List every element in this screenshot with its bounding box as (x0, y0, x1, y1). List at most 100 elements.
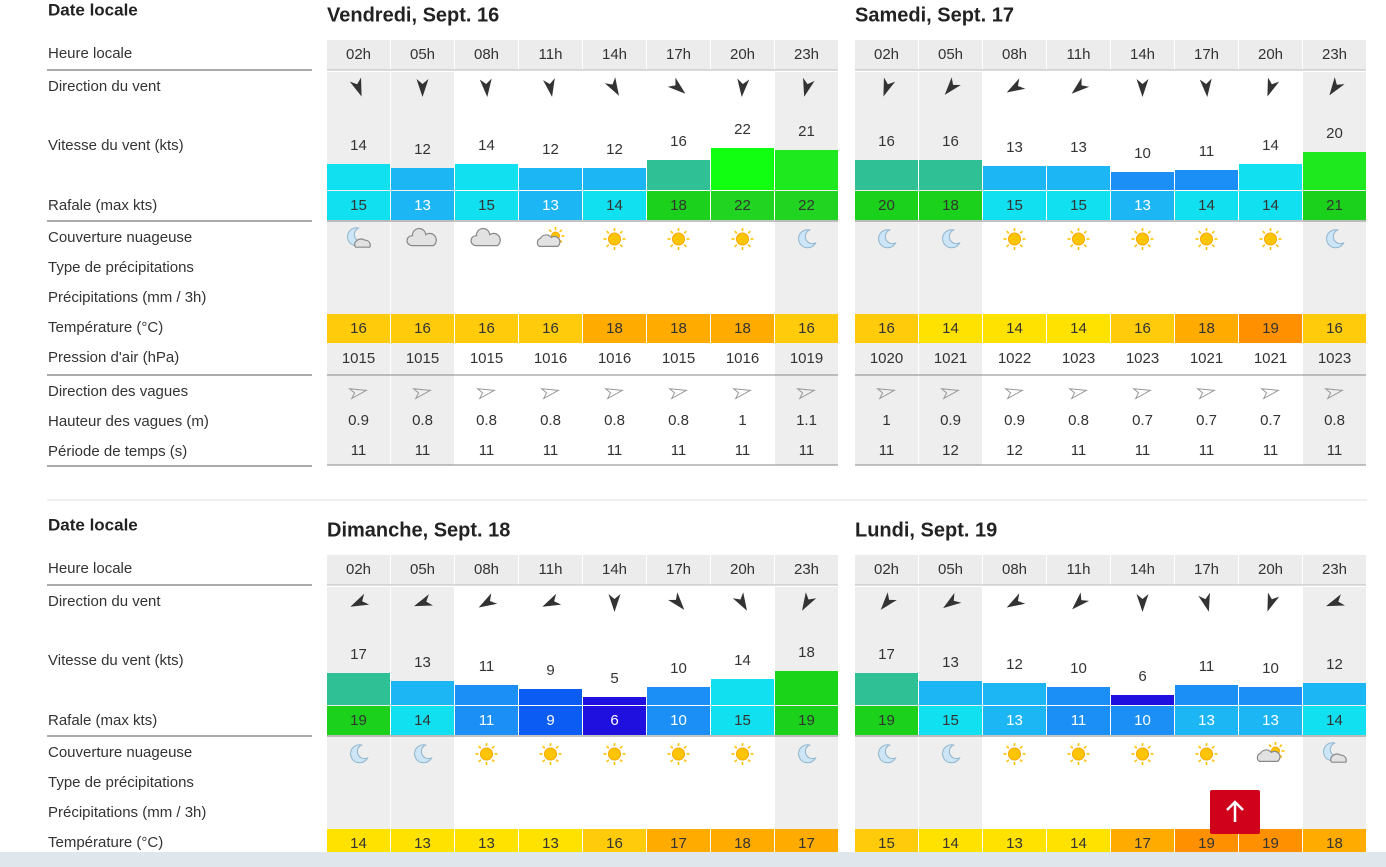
cloud-icon (1195, 228, 1218, 250)
hour-label: 17h (666, 46, 691, 63)
hour-label: 02h (346, 46, 371, 63)
wind-bar (455, 685, 518, 705)
wave-period: 11 (1135, 442, 1151, 459)
wind-speed: 16 (878, 133, 895, 150)
cloud (470, 227, 501, 247)
pressure: 1016 (598, 350, 631, 367)
sun-ray (619, 230, 623, 234)
temp-cell (327, 314, 390, 343)
wind-speed: 11 (479, 658, 495, 675)
wind-arrow (350, 593, 370, 607)
gust-cell (327, 191, 390, 220)
wind-arrow (1198, 592, 1210, 612)
temperature: 18 (734, 320, 751, 337)
wave-height: 0.8 (1324, 412, 1345, 429)
sun-ray (478, 745, 482, 749)
wind-bar (391, 168, 454, 190)
temp-cell (391, 314, 454, 343)
cloud-icon (1067, 743, 1090, 765)
gust-cell (1239, 191, 1302, 220)
cloud-icon (1323, 742, 1347, 763)
sun-ray (1198, 230, 1202, 234)
hour-cell (1175, 40, 1238, 70)
wind-bar (1175, 685, 1238, 705)
wind-bar (1239, 164, 1302, 190)
sun-ray (683, 230, 687, 234)
hour-cell (775, 555, 838, 585)
temp-cell (775, 314, 838, 343)
hour-label: 20h (730, 561, 755, 578)
gust-cell (919, 706, 982, 735)
wind-bar (855, 673, 918, 705)
wave-period: 11 (1263, 442, 1279, 459)
wind-bar (919, 681, 982, 705)
hour-cell (983, 555, 1046, 585)
gust-cell (919, 191, 982, 220)
wind-bar (855, 160, 918, 190)
gust-value: 15 (478, 197, 495, 214)
wind-speed: 11 (1199, 143, 1215, 160)
cloud-icon (350, 744, 369, 764)
gust-cell (391, 706, 454, 735)
hour-label: 11h (1067, 561, 1091, 578)
temp-cell (583, 314, 646, 343)
day-title: Vendredi, Sept. 16 (327, 4, 499, 26)
row-label: Type de précipitations (48, 259, 194, 276)
row-label: Vitesse du vent (kts) (48, 652, 184, 669)
temperature: 14 (942, 835, 959, 852)
scroll-top-button[interactable] (1210, 790, 1260, 834)
temperature: 16 (478, 320, 495, 337)
temperature: 17 (1134, 835, 1151, 852)
hour-cell (647, 555, 710, 585)
hour-label: 20h (1258, 561, 1283, 578)
row-label: Température (°C) (48, 319, 163, 336)
hour-label: 08h (1002, 46, 1027, 63)
pressure: 1015 (470, 350, 503, 367)
pressure: 1015 (406, 350, 439, 367)
gust-value: 10 (670, 712, 687, 729)
sun-ray (1198, 759, 1202, 763)
hour-label: 05h (938, 46, 963, 63)
temp-cell (919, 314, 982, 343)
night-column (855, 72, 918, 465)
pressure: 1016 (726, 350, 759, 367)
row-label: Rafale (max kts) (48, 197, 157, 214)
night-column (919, 72, 982, 465)
sun (480, 747, 493, 761)
day-title: Samedi, Sept. 17 (855, 4, 1014, 26)
sun-ray (747, 244, 751, 248)
temperature: 18 (734, 835, 751, 852)
hour-label: 20h (1258, 46, 1283, 63)
row-label: Précipitations (mm / 3h) (48, 804, 206, 821)
sun-ray (1083, 759, 1087, 763)
hour-cell (1175, 555, 1238, 585)
gust-value: 20 (878, 197, 895, 214)
wind-bar (1111, 172, 1174, 190)
hour-cell (455, 40, 518, 70)
night-column (1303, 72, 1366, 465)
gust-cell (1175, 191, 1238, 220)
gust-value: 11 (1071, 712, 1087, 729)
row-label: Vitesse du vent (kts) (48, 137, 184, 154)
sun-ray (1083, 244, 1087, 248)
sun (672, 747, 685, 761)
hour-label: 23h (1322, 561, 1347, 578)
wind-speed: 20 (1326, 125, 1343, 142)
night-column (775, 72, 838, 465)
temperature: 18 (606, 320, 623, 337)
wave-period: 11 (735, 442, 751, 459)
wave-period: 11 (671, 442, 687, 459)
wave-period: 11 (607, 442, 623, 459)
gust-cell (983, 706, 1046, 735)
sun-ray (670, 230, 674, 234)
sun-ray (1147, 230, 1151, 234)
wind-speed: 13 (1006, 139, 1023, 156)
temperature: 13 (542, 835, 559, 852)
row-label: Type de précipitations (48, 774, 194, 791)
hour-cell (775, 40, 838, 70)
temp-cell (519, 314, 582, 343)
wind-bar (327, 673, 390, 705)
wave-period: 12 (1006, 442, 1023, 459)
pressure: 1021 (1254, 350, 1287, 367)
